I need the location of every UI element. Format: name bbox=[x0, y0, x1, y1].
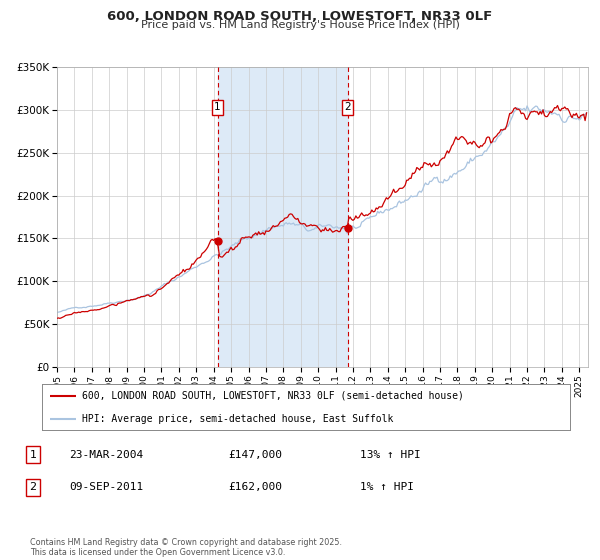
Text: 2: 2 bbox=[344, 102, 351, 113]
Text: 600, LONDON ROAD SOUTH, LOWESTOFT, NR33 0LF (semi-detached house): 600, LONDON ROAD SOUTH, LOWESTOFT, NR33 … bbox=[82, 391, 463, 400]
Text: Price paid vs. HM Land Registry's House Price Index (HPI): Price paid vs. HM Land Registry's House … bbox=[140, 20, 460, 30]
Text: Contains HM Land Registry data © Crown copyright and database right 2025.
This d: Contains HM Land Registry data © Crown c… bbox=[30, 538, 342, 557]
Text: 1: 1 bbox=[214, 102, 221, 113]
Text: 23-MAR-2004: 23-MAR-2004 bbox=[69, 450, 143, 460]
Text: HPI: Average price, semi-detached house, East Suffolk: HPI: Average price, semi-detached house,… bbox=[82, 414, 393, 423]
Bar bbox=[218, 67, 347, 367]
Text: £147,000: £147,000 bbox=[228, 450, 282, 460]
Text: 1% ↑ HPI: 1% ↑ HPI bbox=[360, 482, 414, 492]
Text: 09-SEP-2011: 09-SEP-2011 bbox=[69, 482, 143, 492]
Text: 13% ↑ HPI: 13% ↑ HPI bbox=[360, 450, 421, 460]
Text: 2: 2 bbox=[29, 482, 37, 492]
Text: 600, LONDON ROAD SOUTH, LOWESTOFT, NR33 0LF: 600, LONDON ROAD SOUTH, LOWESTOFT, NR33 … bbox=[107, 10, 493, 23]
Text: £162,000: £162,000 bbox=[228, 482, 282, 492]
Text: 1: 1 bbox=[29, 450, 37, 460]
